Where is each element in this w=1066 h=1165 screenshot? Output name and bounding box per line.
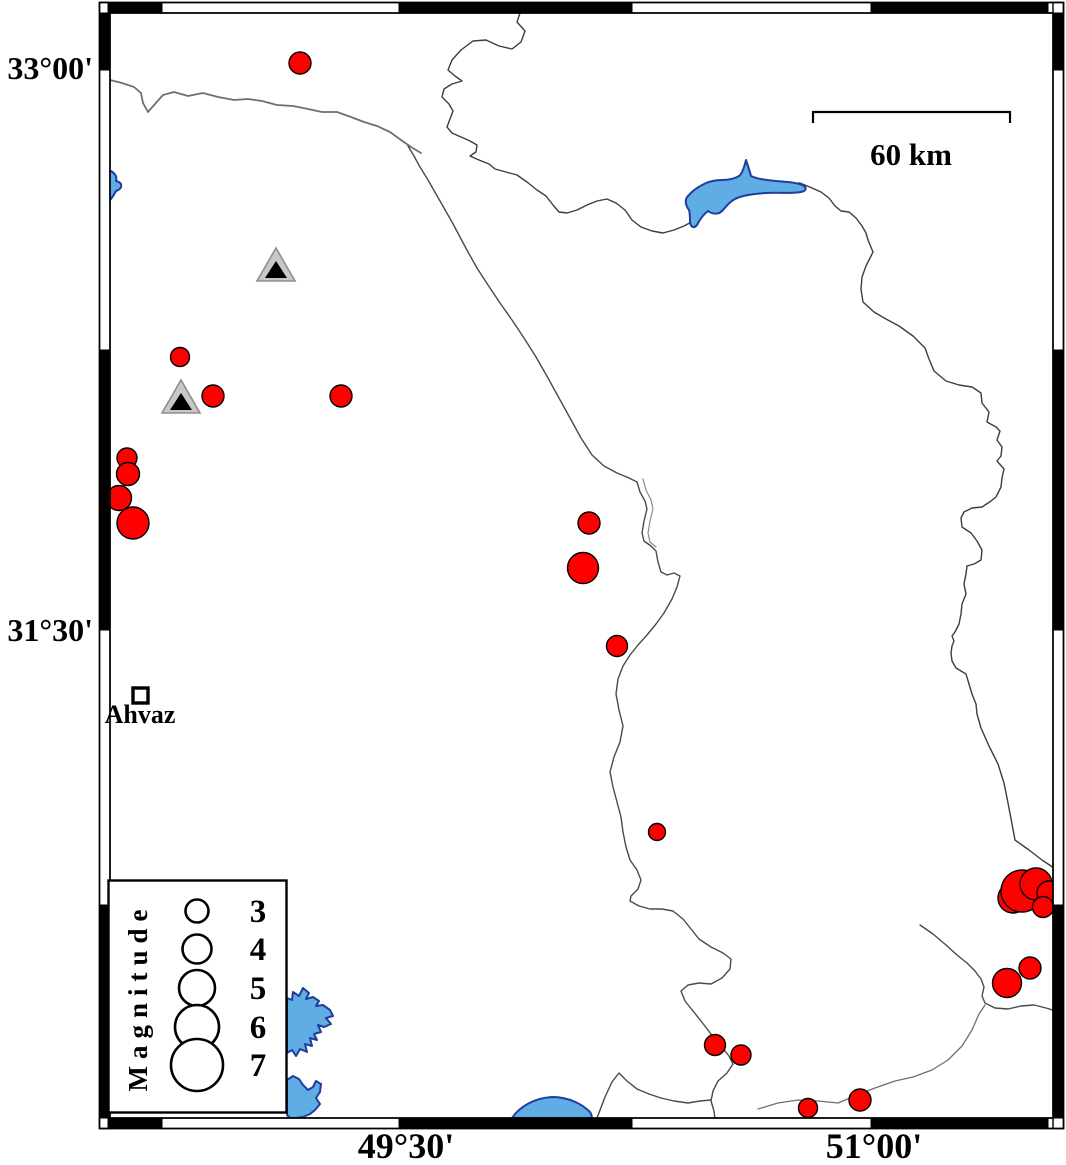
border-line-north-border — [110, 79, 422, 154]
station-markers-group — [160, 246, 297, 414]
earthquake-marker — [329, 384, 353, 408]
station-marker-inner — [265, 261, 287, 278]
earthquake-marker — [566, 551, 600, 585]
frame-cell-left — [99, 349, 111, 631]
map-content — [110, 13, 1053, 1118]
border-line-southeast-border-a — [757, 1004, 986, 1110]
city-square-marker — [131, 686, 150, 705]
earthquake-marker — [703, 1033, 727, 1057]
map-frame — [98, 1, 1065, 1130]
frame-cell-top — [398, 2, 633, 14]
legend-label-mag-6: 6 — [250, 1010, 267, 1046]
water-body-north-lake — [684, 159, 807, 229]
legend-circle-mag-7 — [169, 1037, 225, 1093]
legend-title: Magnitude — [123, 902, 153, 1091]
earthquake-marker — [169, 346, 191, 368]
axis-label-1: 31°30' — [7, 612, 93, 648]
earthquake-marker — [730, 1044, 752, 1066]
earthquake-marker — [1018, 956, 1042, 980]
water-body-south-lake — [511, 1096, 593, 1118]
frame-cell-right — [1052, 12, 1064, 71]
axis-label-0: 33°00' — [7, 50, 93, 86]
earthquake-marker — [577, 511, 601, 535]
border-line-southeast-border-b — [919, 924, 1053, 1011]
axis-label-3: 51°00' — [826, 1126, 922, 1165]
earthquake-markers-group — [110, 51, 1053, 1118]
earthquake-marker — [605, 634, 629, 658]
station-marker-inner — [170, 393, 192, 410]
earthquake-marker — [848, 1088, 872, 1112]
earthquake-marker — [647, 822, 667, 842]
frame-cell-right — [1052, 904, 1064, 1119]
legend-label-mag-5: 5 — [250, 971, 267, 1007]
frame-cell-top — [870, 2, 1049, 14]
legend-label-mag-3: 3 — [250, 894, 267, 930]
border-line-south-notch — [596, 1072, 712, 1118]
legend-label-mag-7: 7 — [250, 1048, 267, 1084]
frame-cell-left — [99, 12, 111, 71]
earthquake-marker — [991, 967, 1023, 999]
earthquake-marker — [110, 484, 133, 512]
border-line-east-border — [441, 13, 1053, 869]
scale-bar-line — [811, 110, 1012, 123]
frame-cell-top — [107, 2, 163, 14]
legend-circle-mag-3 — [184, 898, 210, 924]
water-body-marsh-upper — [286, 987, 334, 1057]
earthquake-marker — [116, 506, 150, 540]
city-label: Ahvaz — [105, 700, 176, 729]
scale-bar: 60 km — [811, 110, 1012, 172]
legend-circle-mag-4 — [181, 933, 213, 965]
border-line-central-border-sliver — [642, 478, 657, 548]
water-body-marsh-lower — [286, 1075, 322, 1118]
earthquake-marker — [1031, 895, 1053, 919]
earthquake-marker — [201, 384, 225, 408]
frame-outer-rect — [98, 1, 1065, 1130]
frame-cell-bottom — [107, 1117, 163, 1129]
border-line-central-border — [407, 145, 734, 1118]
earthquake-marker — [288, 51, 312, 75]
frame-cell-right — [1052, 349, 1064, 631]
scale-bar-label: 60 km — [870, 137, 952, 172]
earthquake-marker — [797, 1097, 819, 1118]
legend-circle-mag-5 — [177, 968, 217, 1008]
legend-label-mag-4: 4 — [250, 932, 267, 968]
city-ahvaz: Ahvaz — [105, 686, 176, 729]
frame-inner-rect — [109, 12, 1054, 1119]
water-body-west-edge-pond — [110, 169, 123, 202]
axis-label-2: 49°30' — [358, 1126, 454, 1165]
water-bodies-group — [110, 159, 807, 1118]
earthquake-marker — [115, 461, 141, 487]
